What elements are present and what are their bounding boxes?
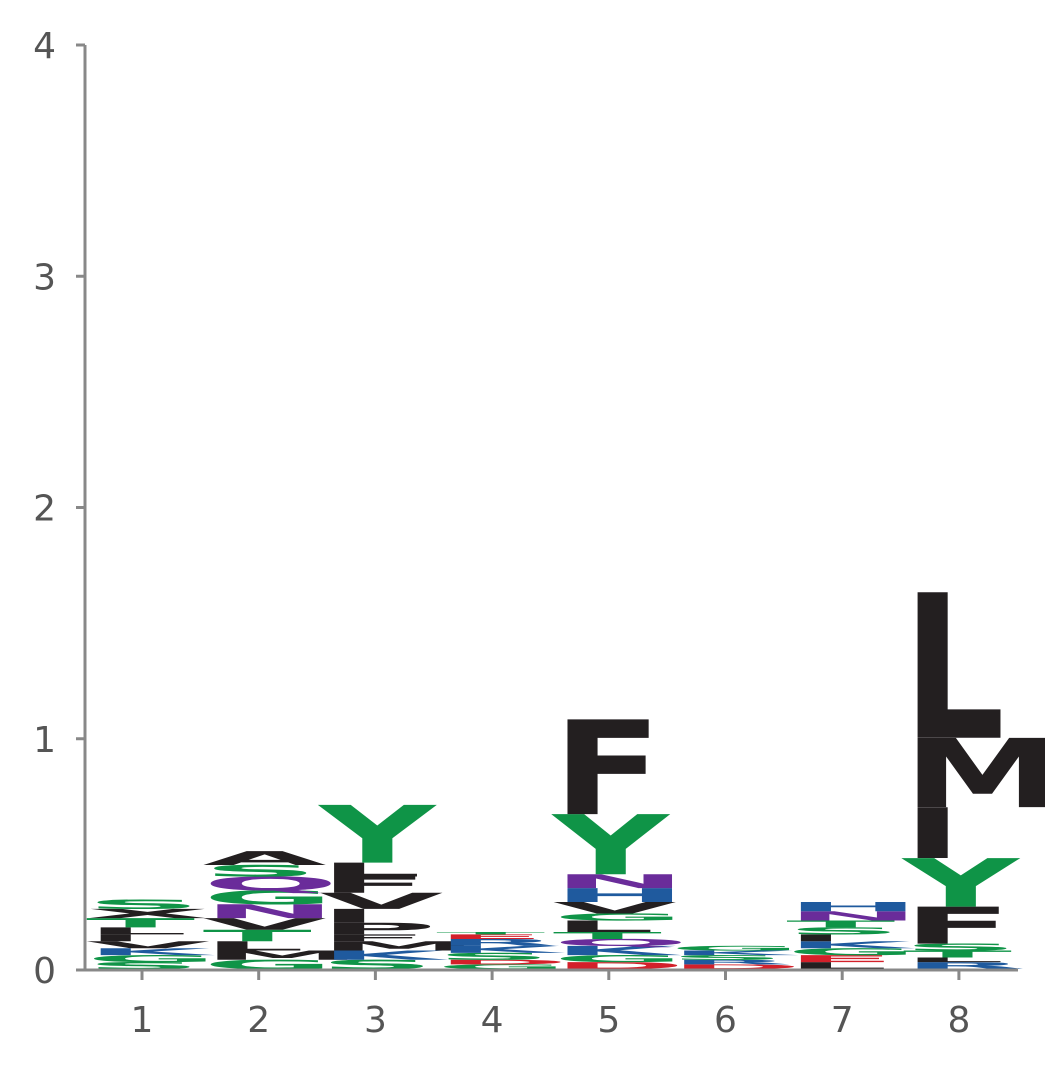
logo-letter-S: S — [903, 942, 1018, 953]
logo-letter-K: K — [319, 948, 449, 963]
logo-letter-R: R — [670, 958, 793, 965]
logo-letter-G: G — [86, 953, 217, 964]
logo-letter-X: X — [86, 906, 209, 921]
logo-letter-N: N — [553, 870, 687, 892]
logo-letter-P: P — [319, 920, 436, 939]
logo-letter-N: N — [786, 909, 920, 924]
logo-letter-Q: Q — [203, 873, 339, 895]
logo-letter-I: I — [319, 905, 379, 927]
logo-letter-A: A — [203, 847, 327, 869]
logo-letter-L: L — [319, 859, 421, 881]
logo-letter-V: V — [319, 888, 443, 914]
logo-letter-G: G — [203, 887, 334, 909]
y-tick-label: 1 — [33, 720, 56, 761]
x-tick-label: 6 — [714, 1000, 737, 1041]
logo-letter-T: T — [203, 926, 312, 945]
logo-letter-I: I — [86, 932, 146, 943]
y-axis: 0 1 2 3 4 — [33, 26, 87, 992]
logo-letter-K: K — [86, 946, 216, 957]
logo-letter-S: S — [786, 926, 901, 937]
logo-letter-F: F — [319, 932, 428, 943]
x-tick-label: 5 — [597, 1000, 620, 1041]
logo-letter-E: E — [786, 953, 895, 964]
logo-letter-K: K — [553, 943, 683, 958]
logo-letter-S: S — [203, 862, 318, 881]
logo-letter-H: H — [786, 899, 920, 914]
logo-letter-I: I — [786, 932, 846, 943]
logo-letter-G: G — [670, 945, 801, 952]
logo-letter-Y: Y — [900, 845, 1020, 923]
x-tick-label: 4 — [481, 1000, 504, 1041]
logo-letter-V: V — [553, 899, 677, 918]
logo-letter-V: V — [203, 915, 327, 934]
x-axis: 1 2 3 4 5 6 7 8 — [85, 968, 1018, 1041]
logo-letter-F: F — [319, 872, 428, 898]
logo-letter-S: S — [436, 951, 551, 962]
logo-letter-M: M — [203, 948, 362, 963]
x-tick-label: 1 — [131, 1000, 154, 1041]
x-tick-label: 3 — [364, 1000, 387, 1041]
logo-letter-E: E — [436, 933, 545, 940]
y-ticks: 0 1 2 3 4 — [33, 26, 85, 992]
x-tick-label: 7 — [831, 1000, 854, 1041]
logo-letter-K: K — [436, 944, 566, 955]
logo-letter-T: T — [436, 931, 545, 935]
logo-columns: SGKVILTXSGMLTVNGQSASKMFPIVFLYGDSKRETDGKQ… — [86, 552, 1045, 972]
y-tick-label: 3 — [33, 257, 56, 298]
x-tick-label: 8 — [947, 1000, 970, 1041]
logo-letter-G: G — [203, 957, 334, 972]
logo-letter-T: T — [903, 949, 1012, 960]
logo-letter-G: G — [436, 963, 567, 970]
logo-letter-N: N — [203, 900, 337, 922]
logo-letter-L: L — [553, 917, 655, 936]
x-tick-label: 2 — [247, 1000, 270, 1041]
logo-letter-K: K — [670, 949, 800, 956]
logo-letter-T: T — [553, 930, 662, 941]
logo-letter-D: D — [436, 958, 569, 965]
logo-letter-V: V — [86, 939, 210, 950]
logo-letter-S: S — [319, 957, 434, 972]
logo-letter-M: M — [319, 939, 478, 954]
logo-letter-K: K — [786, 939, 916, 950]
logo-letter-D: D — [553, 960, 686, 971]
logo-letter-Y: Y — [317, 789, 437, 881]
logo-letter-S: S — [86, 897, 201, 912]
logo-letter-L: L — [903, 552, 1005, 785]
logo-letter-D: D — [670, 963, 803, 970]
x-ticks: 1 2 3 4 5 6 7 8 — [131, 970, 970, 1041]
logo-column-8: RLTSFYIML — [900, 552, 1045, 971]
logo-letter-L: L — [86, 926, 188, 937]
logo-letter-L: L — [786, 960, 888, 971]
y-tick-label: 4 — [33, 26, 56, 67]
logo-letter-F: F — [553, 695, 662, 846]
logo-letter-I: I — [903, 794, 963, 875]
logo-letter-G: G — [553, 953, 684, 964]
logo-letter-Q: Q — [553, 937, 689, 948]
logo-letter-L: L — [203, 939, 305, 954]
logo-letter-T: T — [786, 919, 895, 930]
logo-letter-T: T — [86, 916, 195, 931]
logo-letter-S: S — [86, 960, 201, 971]
y-tick-label: 0 — [33, 951, 56, 992]
logo-letter-S: S — [670, 954, 785, 961]
logo-letter-G: G — [786, 946, 917, 957]
logo-letter-G: G — [553, 912, 684, 923]
y-tick-label: 2 — [33, 489, 56, 530]
logo-letter-F: F — [903, 897, 1012, 956]
logo-letter-H: H — [553, 884, 687, 906]
logo-letter-M: M — [903, 720, 1045, 830]
logo-letter-L: L — [903, 956, 1005, 963]
logo-letter-Y: Y — [550, 798, 671, 894]
logo-letter-R: R — [903, 960, 1026, 971]
logo-letter-R: R — [436, 937, 559, 948]
